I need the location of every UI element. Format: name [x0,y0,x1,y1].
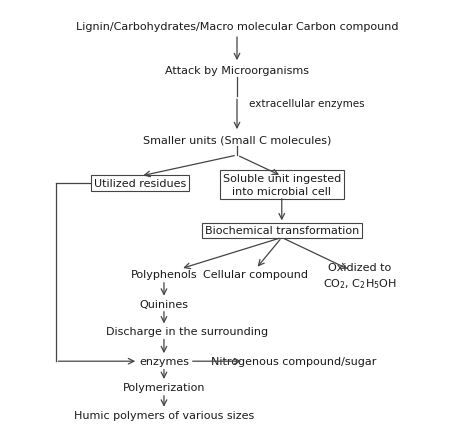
Text: Smaller units (Small C molecules): Smaller units (Small C molecules) [143,135,331,145]
Text: Polyphenols: Polyphenols [131,269,197,280]
Text: Attack by Microorganisms: Attack by Microorganisms [165,66,309,76]
Text: Biochemical transformation: Biochemical transformation [205,226,359,236]
Text: Soluble unit ingested
into microbial cell: Soluble unit ingested into microbial cel… [223,174,341,197]
Text: Utilized residues: Utilized residues [94,178,187,188]
Text: Discharge in the surrounding: Discharge in the surrounding [107,327,269,337]
Text: Humic polymers of various sizes: Humic polymers of various sizes [74,410,254,420]
Text: enzymes: enzymes [139,356,189,366]
Text: Lignin/Carbohydrates/Macro molecular Carbon compound: Lignin/Carbohydrates/Macro molecular Car… [76,22,398,32]
Text: Nitrogenous compound/sugar: Nitrogenous compound/sugar [211,356,376,366]
Text: Quinines: Quinines [139,299,189,309]
Text: Oxidized to
$\mathregular{CO_2}$, $\mathregular{C_2H_5}$OH: Oxidized to $\mathregular{CO_2}$, $\math… [323,262,396,290]
Text: Polymerization: Polymerization [123,382,205,392]
Text: extracellular enzymes: extracellular enzymes [249,99,365,109]
Text: Cellular compound: Cellular compound [203,269,309,280]
